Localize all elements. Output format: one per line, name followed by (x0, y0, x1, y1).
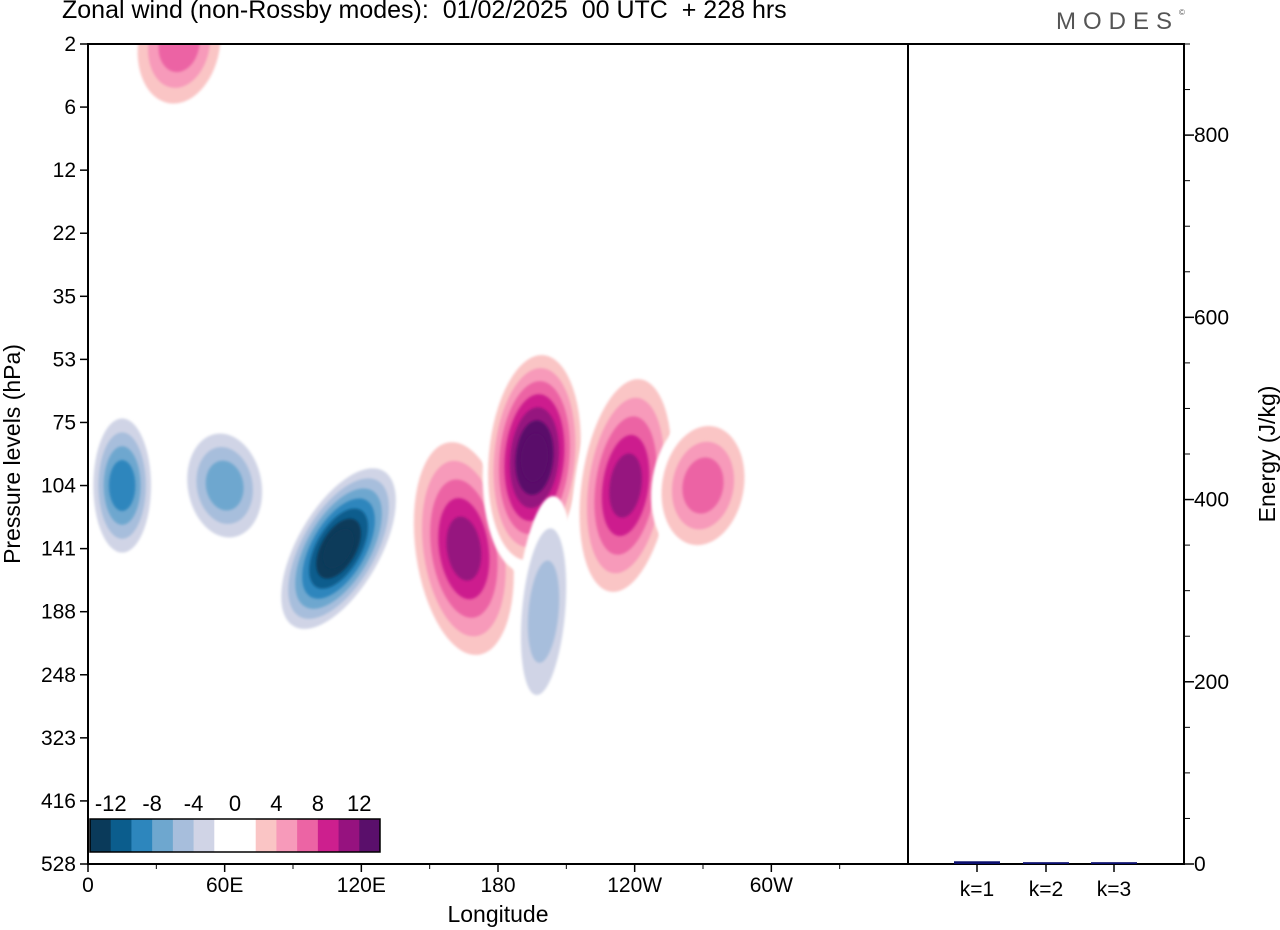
colorbar-frame (89, 818, 381, 853)
energy-cat-label: k=2 (1029, 878, 1063, 901)
colorbar-label: 0 (229, 791, 241, 816)
contour-band (323, 528, 355, 569)
colorbar-swatch (110, 819, 132, 852)
y-tick-label: 416 (41, 790, 76, 813)
y-tick-label: 141 (41, 538, 76, 561)
y-tick-label: 2 (64, 33, 76, 56)
colorbar-label: 8 (312, 791, 324, 816)
y-tick-label: 75 (53, 411, 76, 434)
contour-band (148, 44, 211, 88)
energy-tick-label: 600 (1194, 306, 1229, 329)
y-tick-label: 528 (41, 853, 76, 876)
contour-band (527, 560, 560, 663)
energy-bar (1023, 862, 1069, 864)
colorbar-swatch (152, 819, 174, 852)
y-tick-label: 248 (41, 664, 76, 687)
y-tick-label: 22 (53, 222, 76, 245)
colorbar-label: -4 (184, 791, 204, 816)
y-tick-label: 6 (64, 96, 76, 119)
energy-tick-label: 400 (1194, 489, 1229, 512)
energy-frame (907, 43, 1185, 865)
x-tick-label: 120E (337, 874, 386, 897)
wind-field (88, 44, 755, 728)
chart-title: Zonal wind (non-Rossby modes): 01/02/202… (62, 0, 787, 24)
colorbar-swatch (255, 819, 277, 852)
colorbar-label: 4 (270, 791, 282, 816)
x-tick-label: 0 (82, 874, 94, 897)
modes-logo: MODES© (1056, 8, 1185, 36)
energy-axis: 0 200 400 600 800 (1184, 43, 1229, 876)
energy-bars: k=1 k=2 k=3 (954, 861, 1137, 901)
y-tick-label: 323 (41, 727, 76, 750)
energy-bar (954, 861, 1000, 864)
contour-band (609, 453, 642, 518)
energy-cat-label: k=1 (960, 878, 994, 901)
colorbar-swatch (90, 819, 112, 852)
energy-bar (1091, 862, 1137, 864)
contour-band (682, 457, 724, 514)
colorbar-swatch (359, 819, 381, 852)
x-tick-label: 60W (750, 874, 793, 897)
x-tick-label: 120W (607, 874, 662, 897)
contour-band (520, 433, 549, 482)
colorbar-swatch (214, 819, 236, 852)
energy-tick-label: 800 (1194, 124, 1229, 147)
colorbar-swatch (297, 819, 319, 852)
colorbar: -12 -8 -4 0 4 8 12 (89, 791, 381, 853)
logo-text: MODES (1056, 8, 1180, 35)
y-tick-label: 104 (41, 475, 76, 498)
colorbar-swatch (276, 819, 298, 852)
colorbar-swatch (338, 819, 360, 852)
logo-mark: © (1179, 8, 1185, 17)
energy-tick-label: 0 (1194, 853, 1206, 876)
contour-band (205, 460, 244, 511)
energy-cat-label: k=3 (1097, 878, 1131, 901)
contour-band (108, 460, 136, 511)
y-tick-label: 188 (41, 601, 76, 624)
x-axis-title: Longitude (447, 901, 548, 927)
colorbar-swatch (193, 819, 215, 852)
y-axis-title: Pressure levels (hPa) (0, 344, 25, 564)
colorbar-label: 12 (347, 791, 371, 816)
x-tick-label: 60E (206, 874, 243, 897)
colorbar-swatch (131, 819, 153, 852)
colorbar-swatch (235, 819, 257, 852)
x-tick-label: 180 (480, 874, 515, 897)
colorbar-label: -8 (142, 791, 162, 816)
energy-tick-label: 200 (1194, 671, 1229, 694)
colorbar-swatch (172, 819, 195, 852)
colorbar-swatch (317, 819, 340, 852)
y-tick-label: 12 (53, 159, 76, 182)
y-tick-label: 53 (53, 348, 76, 371)
contour-band (446, 516, 482, 581)
x-axis: 0 60E 120E 180 120W 60W (82, 864, 841, 897)
energy-axis-title: Energy (J/kg) (1254, 386, 1280, 523)
colorbar-label: -12 (95, 791, 127, 816)
y-tick-label: 35 (53, 285, 76, 308)
y-axis: 2 6 12 22 35 53 75 104 141 188 248 323 416 528 (41, 33, 88, 876)
